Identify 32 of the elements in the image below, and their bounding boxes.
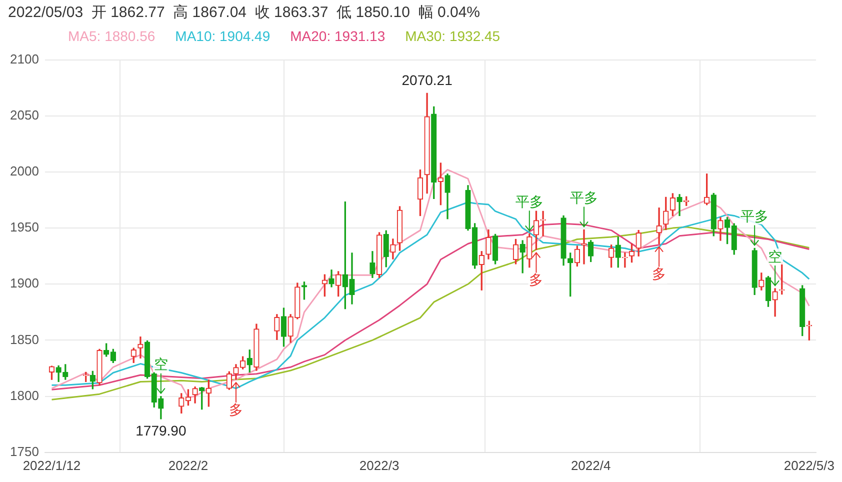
annotation: 多 xyxy=(652,266,666,282)
y-tick-label: 2000 xyxy=(10,164,39,179)
x-tick-label: 2022/1/12 xyxy=(22,458,81,473)
annotation: 多 xyxy=(529,272,544,288)
text: MA20: 1931.13 xyxy=(290,28,386,44)
text: 2070.21 xyxy=(402,72,452,88)
annotation: 平多 xyxy=(515,194,544,210)
annotation: 空 xyxy=(768,248,782,264)
y-tick-label: 1850 xyxy=(10,332,39,347)
x-tick-label: 2022/3 xyxy=(359,458,400,473)
x-tick-label: 2022/2 xyxy=(168,458,208,473)
y-tick-label: 1800 xyxy=(10,388,39,403)
candlestick xyxy=(138,336,144,359)
text: MA10: 1904.49 xyxy=(175,28,270,44)
candlestick xyxy=(676,194,682,216)
y-tick-label: 1950 xyxy=(10,220,39,235)
candlestick xyxy=(656,208,662,244)
x-tick-label: 2022/5/3 xyxy=(784,458,834,473)
annotation: 平多 xyxy=(740,208,769,224)
y-tick-label: 1750 xyxy=(10,444,39,459)
x-tick-label: 2022/4 xyxy=(570,458,611,473)
text: 1779.90 xyxy=(136,422,186,439)
annotation: 空 xyxy=(154,356,168,372)
text: MA30: 1932.45 xyxy=(405,28,500,44)
text: MA5: 1880.56 xyxy=(68,28,156,44)
annotation: 多 xyxy=(228,401,243,418)
chart-title: 2022/05/03 开 1862.77 高 1867.04 收 1863.37 低 1850.10 幅 0.04% xyxy=(7,3,482,23)
candlestick xyxy=(622,252,628,268)
y-tick-label: 2050 xyxy=(10,107,39,122)
y-tick-label: 1900 xyxy=(10,276,39,291)
annotation: 平多 xyxy=(570,190,598,206)
y-tick-label: 2100 xyxy=(10,51,39,66)
